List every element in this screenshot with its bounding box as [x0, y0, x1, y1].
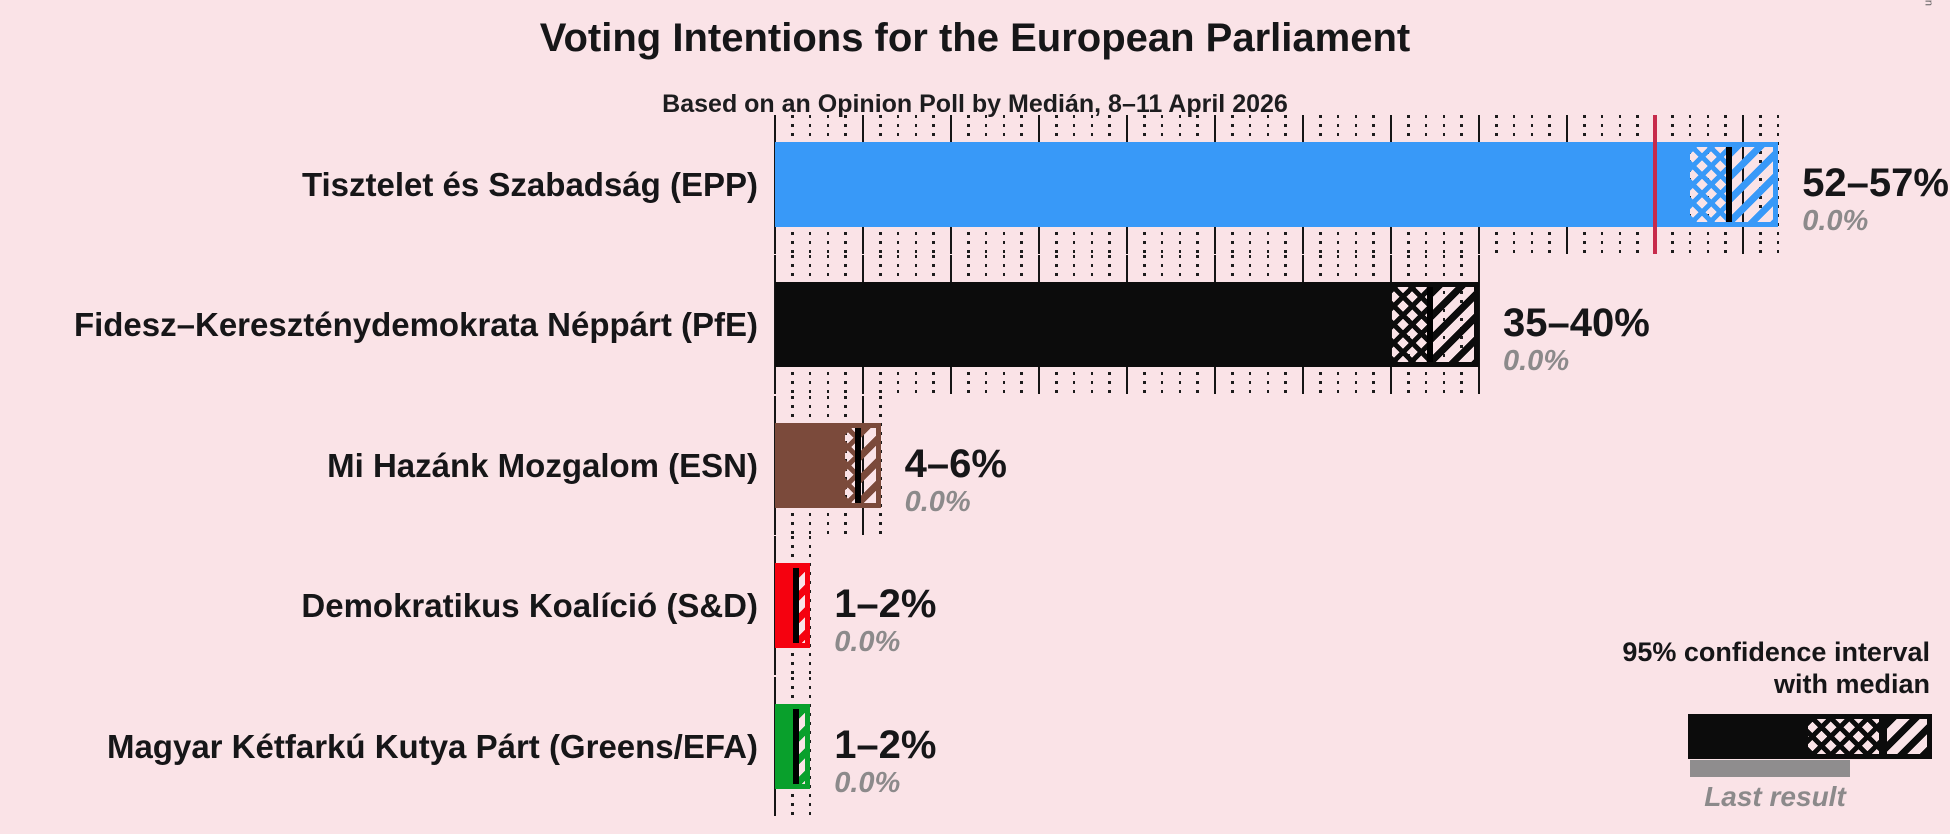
ci-crosshatch-pattern	[792, 568, 794, 643]
last-result-value-label: 0.0%	[834, 766, 901, 799]
legend-sample-bar	[1688, 714, 1932, 759]
legend-median-line	[1879, 719, 1887, 754]
last-result-value-label: 0.0%	[904, 485, 971, 518]
ci-median-line	[1427, 287, 1433, 362]
ci-median-line	[793, 709, 800, 784]
axis-minor-tick	[808, 677, 812, 816]
legend-solid-segment	[1688, 714, 1808, 759]
ci-diagonal-pattern	[860, 428, 876, 503]
bar-solid	[775, 423, 846, 508]
party-label: Magyar Kétfarkú Kutya Párt (Greens/EFA)	[106, 727, 758, 765]
ci-crosshatch-pattern	[1391, 287, 1427, 362]
ci-median-line	[854, 428, 861, 503]
legend-diagonal-pattern	[1887, 719, 1927, 754]
ci-median-line	[1726, 147, 1733, 222]
value-range-label: 1–2%	[834, 581, 937, 626]
value-range-label: 4–6%	[904, 441, 1007, 486]
value-range-label: 1–2%	[834, 722, 937, 767]
last-result-value-label: 0.0%	[1503, 344, 1570, 377]
last-result-value-label: 0.0%	[834, 625, 901, 658]
axis-minor-tick	[808, 536, 812, 675]
bar-confidence-interval	[792, 563, 811, 648]
bar-solid	[775, 704, 793, 789]
bar-solid	[775, 142, 1691, 227]
page-title: Voting Intentions for the European Parli…	[539, 16, 1411, 60]
ci-diagonal-pattern	[1433, 287, 1474, 362]
legend-last-result-bar	[1690, 760, 1850, 777]
last-result-value-label: 0.0%	[1802, 204, 1869, 237]
ci-crosshatch-pattern	[1690, 147, 1727, 222]
party-label: Fidesz–Kereszténydemokrata Néppárt (PfE)	[73, 305, 758, 343]
ci-crosshatch-pattern	[845, 428, 855, 503]
page-subtitle: Based on an Opinion Poll by Medián, 8–11…	[662, 90, 1288, 118]
value-block: 1–2% 0.0%	[834, 582, 936, 657]
ci-diagonal-pattern	[799, 568, 806, 643]
ci-diagonal-pattern	[1732, 147, 1774, 222]
value-range-label: 35–40%	[1503, 300, 1650, 345]
ci-median-line	[793, 568, 800, 643]
bar-confidence-interval	[1391, 282, 1479, 367]
legend-ci-line1: 95% confidence interval	[1622, 637, 1930, 667]
bar-solid	[775, 563, 793, 648]
ci-crosshatch-pattern	[792, 709, 794, 784]
majority-line	[1653, 115, 1657, 254]
party-label: Mi Hazánk Mozgalom (ESN)	[327, 446, 758, 484]
bar-solid	[775, 282, 1391, 367]
axis-minor-tick	[879, 396, 882, 535]
legend-crosshatch-pattern	[1808, 719, 1879, 754]
legend-confidence-segment	[1808, 714, 1932, 759]
value-range-label: 52–57%	[1802, 160, 1949, 205]
bar-confidence-interval	[845, 423, 881, 508]
value-block: 1–2% 0.0%	[834, 723, 936, 798]
bar-confidence-interval	[792, 704, 811, 789]
bar-confidence-interval	[1690, 142, 1779, 227]
value-block: 4–6% 0.0%	[905, 442, 1007, 517]
value-block: 52–57% 0.0%	[1802, 161, 1949, 236]
copyright-notice: © 2026 Filip van Laenen	[1922, 0, 1934, 6]
legend-ci-line2: with median	[1773, 669, 1930, 699]
party-label: Demokratikus Koalíció (S&D)	[301, 586, 758, 624]
axis-minor-tick	[1776, 115, 1780, 254]
ci-diagonal-pattern	[799, 709, 806, 784]
value-block: 35–40% 0.0%	[1503, 301, 1650, 376]
axis-major-tick	[1477, 255, 1481, 394]
legend-last-result-label: Last result	[1704, 781, 1846, 812]
party-label: Tisztelet és Szabadság (EPP)	[301, 165, 758, 203]
